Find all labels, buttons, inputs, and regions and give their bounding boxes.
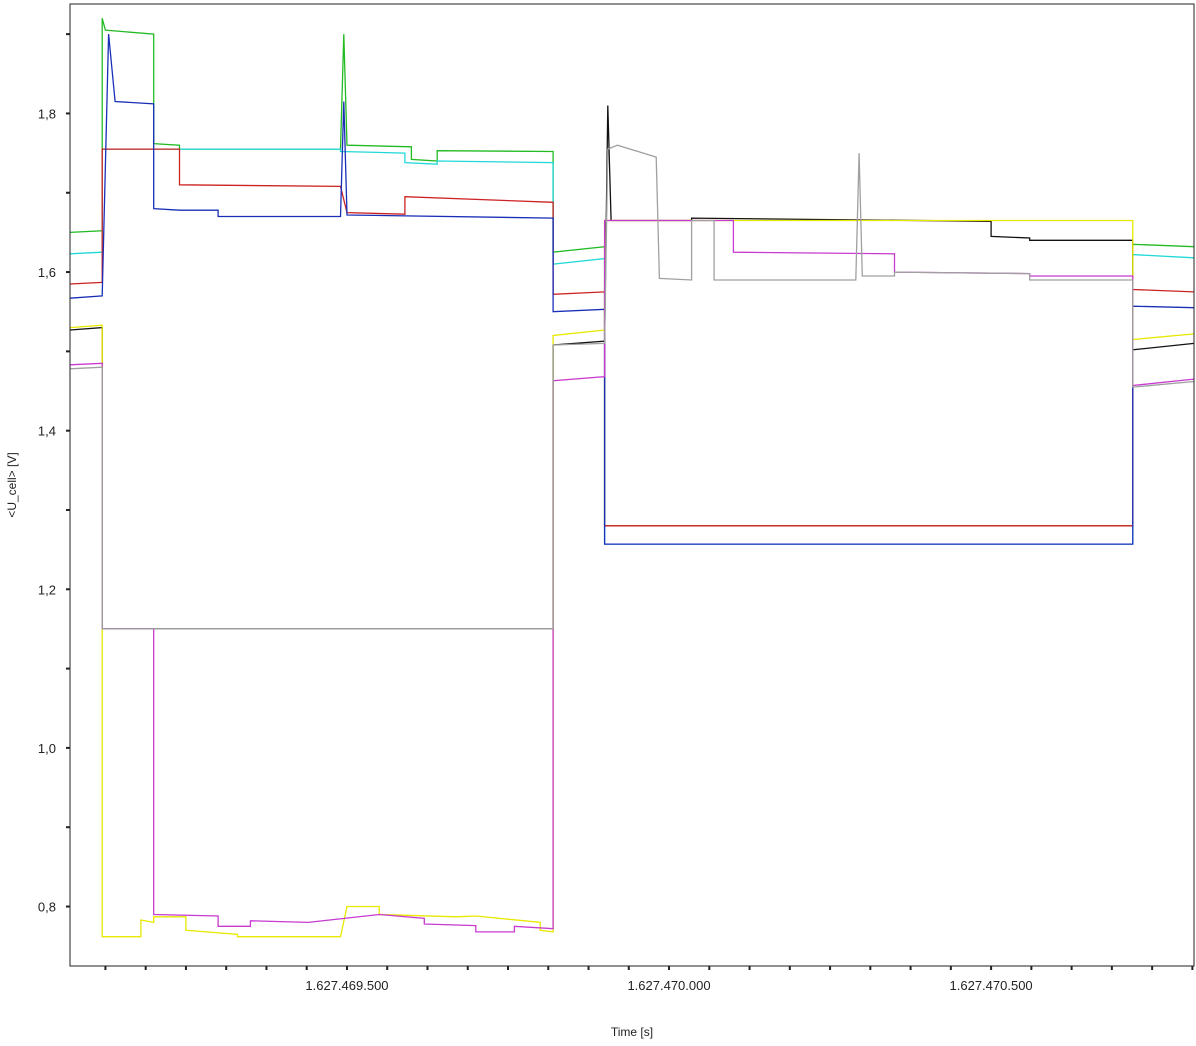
series-line-6 [69,219,1195,938]
series-line-4 [69,34,1195,545]
x-tick-label: 1.627.470.500 [950,978,1033,993]
y-tick-label: 0,8 [38,900,56,915]
y-axis-title: <U_cell> [V] [5,452,19,517]
y-tick-label: 1,8 [38,106,56,121]
series-line-1 [69,18,1195,527]
x-axis-title: Time [s] [611,1025,653,1039]
x-tick-label: 1.627.470.000 [627,978,710,993]
series-line-8 [69,144,1195,630]
y-tick-label: 1,2 [38,582,56,597]
x-axis: 1.627.469.500 1.627.470.000 1.627.470.500 [104,966,1194,993]
y-tick-label: 1,6 [38,265,56,280]
series-layer [69,18,1195,938]
y-axis: 0,8 1,0 1,2 1,4 1,6 1,8 [38,33,70,915]
plot-area-frame [69,3,1195,967]
y-tick-label: 1,4 [38,424,56,439]
x-tick-label: 1.627.469.500 [305,978,388,993]
series-line-7 [69,219,1195,933]
series-line-3 [69,148,1195,527]
series-line-5 [69,105,1195,630]
series-line-2 [69,148,1195,545]
y-tick-label: 1,0 [38,741,56,756]
